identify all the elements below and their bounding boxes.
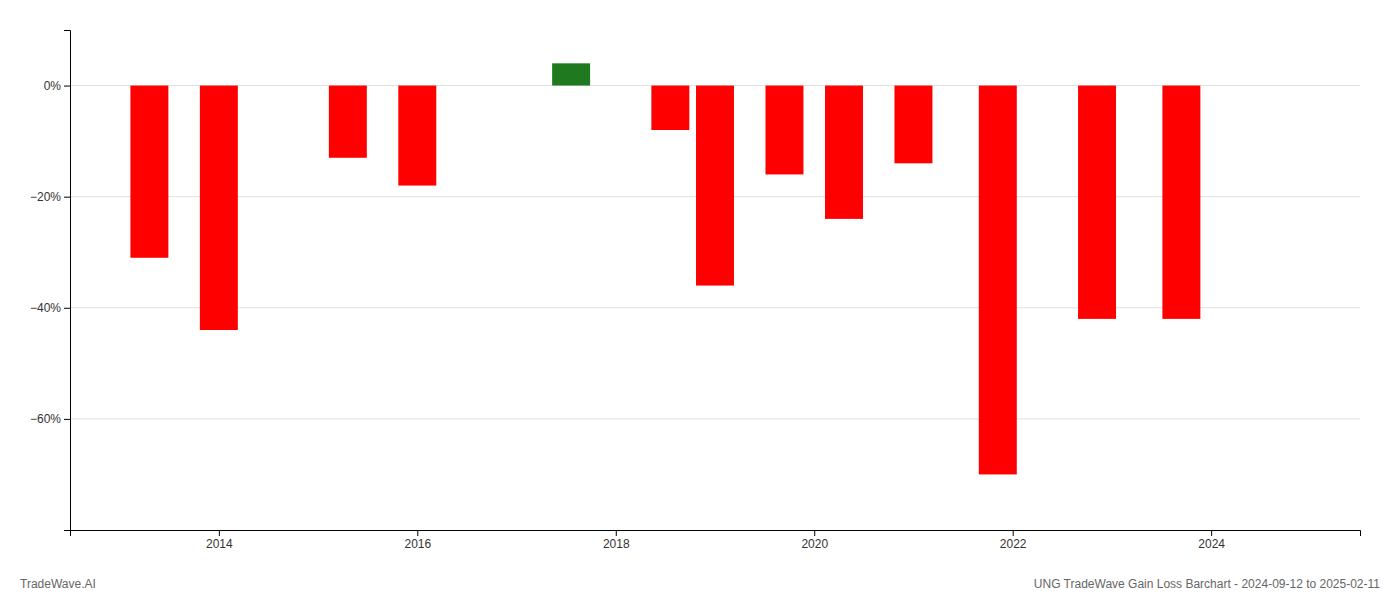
x-axis: 2014 2016 2018 2020 2022 2024 bbox=[71, 530, 1361, 551]
x-tick: 2016 bbox=[404, 530, 431, 551]
annotation: UNG TradeWave Gain Loss Barchart - 2024-… bbox=[1034, 577, 1381, 591]
y-tick-label: −60% bbox=[30, 412, 61, 426]
bar bbox=[979, 86, 1017, 475]
x-tick: 2022 bbox=[1000, 530, 1027, 551]
x-tick-mark bbox=[219, 530, 220, 536]
y-tick-label: 0% bbox=[44, 79, 62, 93]
plot-area: 0% −20% −40% −60% 2014 2016 2018 2020 2022 2024 bbox=[30, 31, 1361, 551]
y-tick-label: −40% bbox=[30, 301, 61, 315]
x-tick-mark bbox=[616, 530, 617, 536]
grid bbox=[70, 86, 1360, 419]
x-tick-mark bbox=[1211, 530, 1212, 536]
x-tick-mark bbox=[814, 530, 815, 536]
x-tick-label: 2014 bbox=[206, 537, 233, 551]
chart: 0% −20% −40% −60% 2014 2016 2018 2020 2022 2024 Tr… bbox=[0, 0, 1400, 600]
y-tick: −20% bbox=[30, 190, 70, 204]
bar bbox=[765, 86, 803, 175]
y-tick-mark bbox=[64, 419, 70, 420]
bar bbox=[329, 86, 367, 158]
bar bbox=[200, 86, 238, 330]
y-tick: −60% bbox=[30, 412, 70, 426]
x-tick: 2018 bbox=[603, 530, 630, 551]
annotations: TradeWave.AI UNG TradeWave Gain Loss Barc… bbox=[20, 577, 1380, 591]
x-tick-label: 2022 bbox=[1000, 537, 1027, 551]
y-tick-mark bbox=[64, 197, 70, 198]
bar bbox=[398, 86, 436, 186]
x-tick: 2014 bbox=[206, 530, 233, 551]
y-tick: 0% bbox=[44, 79, 70, 93]
bar bbox=[130, 86, 168, 258]
bars bbox=[130, 63, 1200, 474]
bar bbox=[651, 86, 689, 130]
bar bbox=[825, 86, 863, 219]
x-axis-line bbox=[71, 531, 1361, 537]
bar bbox=[894, 86, 932, 164]
y-axis-line bbox=[64, 31, 71, 531]
y-tick-label: −20% bbox=[30, 190, 61, 204]
y-tick: −40% bbox=[30, 301, 70, 315]
y-axis: 0% −20% −40% −60% bbox=[30, 31, 71, 531]
x-tick: 2024 bbox=[1198, 530, 1225, 551]
x-tick-label: 2024 bbox=[1198, 537, 1225, 551]
x-tick-label: 2020 bbox=[801, 537, 828, 551]
grid-line bbox=[70, 418, 1360, 419]
bar bbox=[552, 63, 590, 85]
bar bbox=[1162, 86, 1200, 319]
y-tick-mark bbox=[64, 308, 70, 309]
x-tick-mark bbox=[1013, 530, 1014, 536]
x-tick-label: 2016 bbox=[404, 537, 431, 551]
x-tick-mark bbox=[417, 530, 418, 536]
bar bbox=[696, 86, 734, 286]
x-tick: 2020 bbox=[801, 530, 828, 551]
x-tick-label: 2018 bbox=[603, 537, 630, 551]
y-tick-mark bbox=[64, 86, 70, 87]
annotation: TradeWave.AI bbox=[20, 577, 96, 591]
bar bbox=[1078, 86, 1116, 319]
